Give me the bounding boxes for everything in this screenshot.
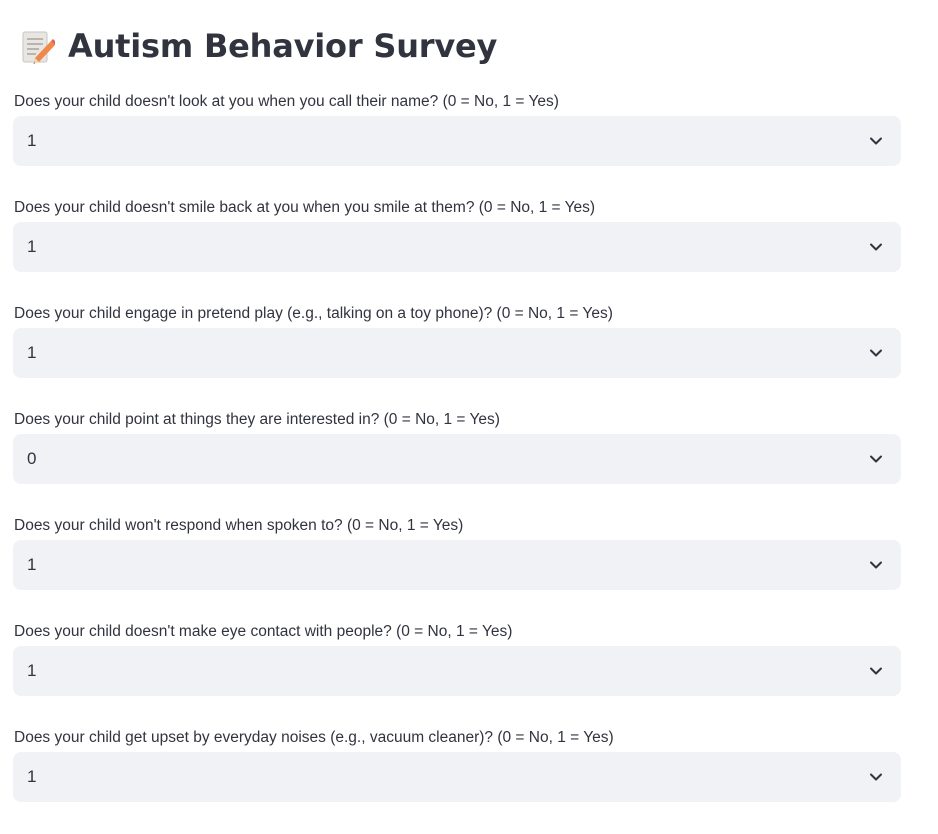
chevron-down-icon: [870, 243, 882, 251]
question-label: Does your child doesn't make eye contact…: [14, 623, 513, 640]
answer-select[interactable]: 1: [13, 646, 901, 696]
answer-select[interactable]: 1: [13, 540, 901, 590]
chevron-down-icon: [870, 773, 882, 781]
question-label: Does your child engage in pretend play (…: [14, 305, 613, 322]
question-item: Does your child get upset by everyday no…: [13, 728, 901, 834]
selected-value: 1: [27, 767, 37, 786]
question-label: Does your child doesn't look at you when…: [14, 93, 559, 110]
answer-select[interactable]: 1: [13, 328, 901, 378]
chevron-down-icon: [870, 349, 882, 357]
answer-select[interactable]: 1: [13, 222, 901, 272]
question-label: Does your child point at things they are…: [14, 411, 500, 428]
title-row: Autism Behavior Survey: [21, 24, 901, 68]
question-item: Does your child doesn't look at you when…: [13, 92, 901, 198]
selected-value: 1: [27, 661, 37, 680]
answer-select[interactable]: 0: [13, 434, 901, 484]
question-label: Does your child doesn't smile back at yo…: [14, 199, 596, 216]
selected-value: 1: [27, 237, 37, 256]
question-label: Does your child get upset by everyday no…: [14, 729, 614, 746]
chevron-down-icon: [870, 137, 882, 145]
selected-value: 0: [27, 449, 37, 468]
page-title: Autism Behavior Survey: [68, 27, 498, 65]
question-item: Does your child engage in pretend play (…: [13, 304, 901, 410]
survey-page: Autism Behavior Survey Does your child d…: [13, 24, 901, 834]
memo-pencil-icon: [21, 28, 57, 64]
question-item: Does your child point at things they are…: [13, 410, 901, 516]
answer-select[interactable]: 1: [13, 116, 901, 166]
question-item: Does your child doesn't make eye contact…: [13, 622, 901, 728]
selected-value: 1: [27, 343, 37, 362]
selected-value: 1: [27, 555, 37, 574]
chevron-down-icon: [870, 455, 882, 463]
chevron-down-icon: [870, 561, 882, 569]
chevron-down-icon: [870, 667, 882, 675]
answer-select[interactable]: 1: [13, 752, 901, 802]
question-item: Does your child won't respond when spoke…: [13, 516, 901, 622]
selected-value: 1: [27, 131, 37, 150]
question-item: Does your child doesn't smile back at yo…: [13, 198, 901, 304]
question-label: Does your child won't respond when spoke…: [14, 517, 464, 534]
question-list: Does your child doesn't look at you when…: [13, 92, 901, 834]
